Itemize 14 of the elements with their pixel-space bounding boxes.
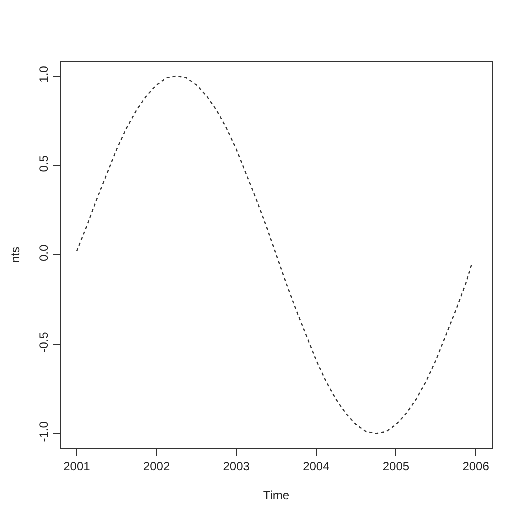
line-series: [76, 76, 473, 434]
x-axis-title: Time: [263, 488, 290, 502]
x-tick-label: 2002: [143, 459, 170, 474]
x-tick-label: 2004: [303, 459, 330, 474]
y-tick-label: -0.5: [37, 332, 52, 353]
x-tick-label: 2003: [223, 459, 250, 474]
y-tick-label: 0.5: [37, 155, 52, 172]
x-tick-label: 2001: [64, 459, 91, 474]
y-tick-label: 1.0: [37, 66, 52, 83]
x-tick-label: 2006: [462, 459, 490, 474]
y-tick-label: -1.0: [37, 421, 52, 442]
y-tick-label: 0.0: [37, 244, 52, 262]
x-tick-label: 2005: [382, 459, 410, 474]
y-axis-title: nts: [8, 246, 22, 264]
